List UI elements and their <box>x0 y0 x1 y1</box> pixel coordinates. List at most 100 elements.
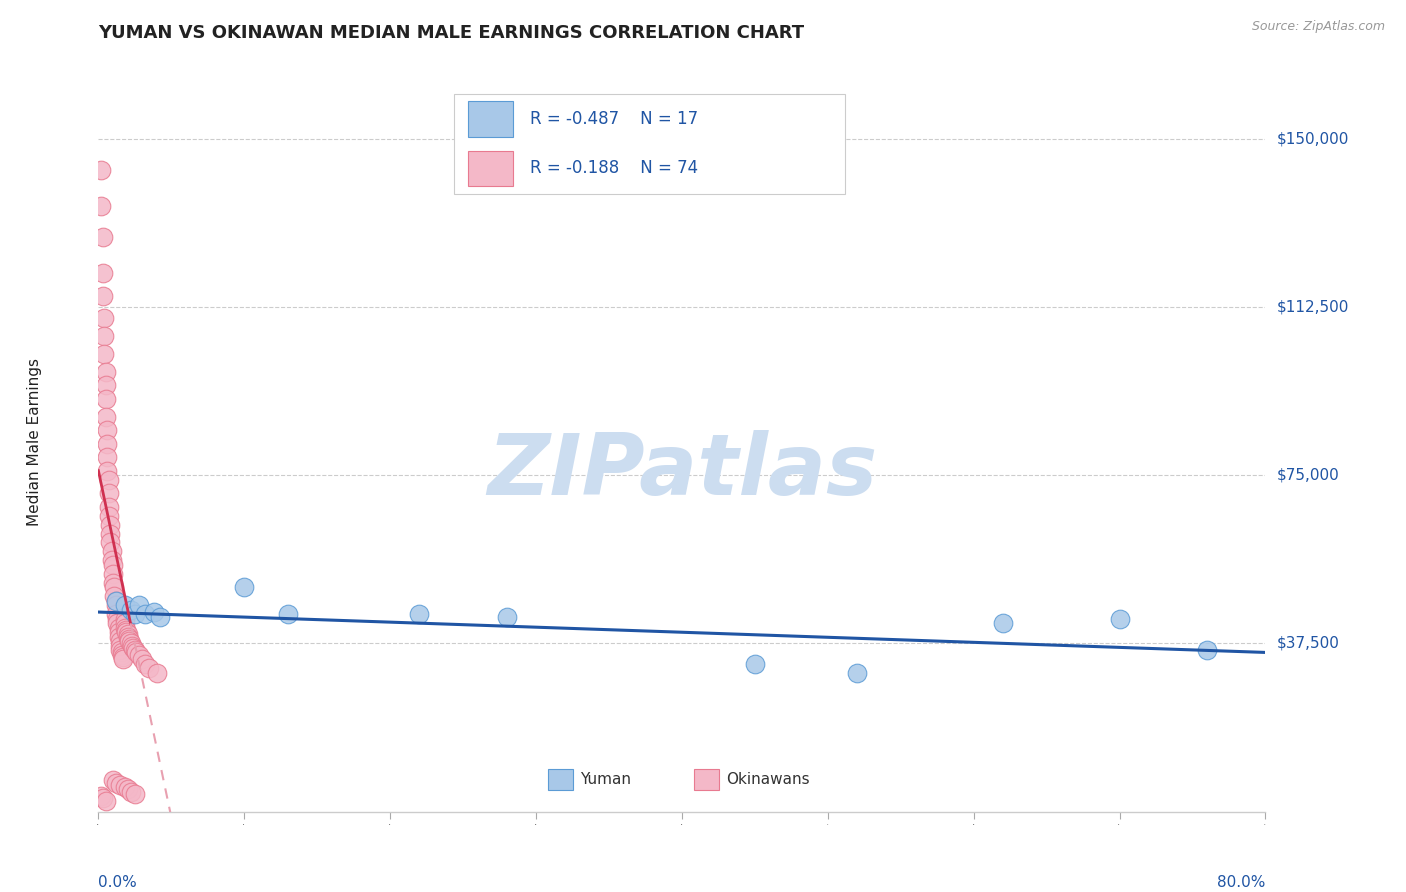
Point <box>115 625 138 640</box>
Point <box>124 787 146 801</box>
Point <box>118 634 141 648</box>
Text: Median Male Earnings: Median Male Earnings <box>27 358 42 525</box>
Point <box>124 607 146 622</box>
Point <box>96 437 118 451</box>
FancyBboxPatch shape <box>468 101 513 136</box>
Point <box>112 649 135 664</box>
Point <box>146 665 169 680</box>
Point <box>744 657 766 671</box>
Point <box>100 544 122 558</box>
Point <box>114 780 136 794</box>
Text: Source: ZipAtlas.com: Source: ZipAtlas.com <box>1251 20 1385 33</box>
Point <box>105 612 128 626</box>
Point <box>96 423 118 437</box>
Point <box>104 607 127 622</box>
Point <box>1195 643 1218 657</box>
Point <box>1108 612 1130 626</box>
Point <box>115 623 138 637</box>
Point <box>134 657 156 671</box>
Point <box>98 535 121 549</box>
Point <box>142 605 165 619</box>
Point <box>110 778 132 792</box>
Point <box>104 775 127 789</box>
Text: 0.0%: 0.0% <box>98 874 138 889</box>
Point <box>128 648 150 662</box>
Point <box>120 784 142 798</box>
Point <box>120 603 142 617</box>
Text: 80.0%: 80.0% <box>1218 874 1265 889</box>
Point <box>91 230 114 244</box>
Point <box>104 594 127 608</box>
Point <box>846 665 869 680</box>
Point <box>114 612 136 626</box>
Point <box>98 526 121 541</box>
Point <box>117 782 139 797</box>
Point <box>103 590 125 604</box>
Point <box>96 450 118 465</box>
Point <box>114 616 136 631</box>
Text: $112,500: $112,500 <box>1277 300 1350 314</box>
Point <box>114 621 136 635</box>
Point <box>233 580 256 594</box>
Text: $150,000: $150,000 <box>1277 131 1350 146</box>
Point <box>94 409 117 424</box>
Point <box>93 329 115 343</box>
Point <box>90 199 112 213</box>
Point <box>117 630 139 644</box>
Point <box>111 645 134 659</box>
Point <box>90 163 112 178</box>
Point <box>496 609 519 624</box>
Point <box>104 594 127 608</box>
Point <box>90 789 112 803</box>
Point <box>112 652 135 666</box>
Point <box>131 652 153 666</box>
FancyBboxPatch shape <box>454 94 845 194</box>
Point <box>101 575 124 590</box>
Point <box>104 599 127 613</box>
Point <box>94 392 117 406</box>
Point <box>97 486 120 500</box>
Point <box>101 558 124 572</box>
Text: $37,500: $37,500 <box>1277 636 1340 651</box>
Point <box>94 378 117 392</box>
Point <box>91 266 114 280</box>
Point <box>111 648 134 662</box>
Point <box>110 643 132 657</box>
FancyBboxPatch shape <box>548 769 574 789</box>
Point <box>120 636 142 650</box>
Point <box>100 553 122 567</box>
Text: Yuman: Yuman <box>581 772 631 787</box>
Point <box>134 607 156 622</box>
Point <box>125 645 148 659</box>
Point <box>97 508 120 523</box>
Point <box>117 627 139 641</box>
Point <box>110 639 132 653</box>
Point <box>94 365 117 379</box>
Point <box>96 464 118 478</box>
Point <box>93 311 115 326</box>
Text: ZIPatlas: ZIPatlas <box>486 430 877 513</box>
Point <box>101 773 124 788</box>
Text: R = -0.188    N = 74: R = -0.188 N = 74 <box>530 160 699 178</box>
Point <box>108 621 131 635</box>
Point <box>105 616 128 631</box>
FancyBboxPatch shape <box>468 151 513 186</box>
FancyBboxPatch shape <box>693 769 720 789</box>
Point <box>408 607 430 622</box>
Point <box>97 473 120 487</box>
Point <box>124 643 146 657</box>
Point <box>108 630 131 644</box>
Point <box>103 580 125 594</box>
Point <box>108 625 131 640</box>
Point <box>97 500 120 514</box>
Point <box>121 639 143 653</box>
Text: R = -0.487    N = 17: R = -0.487 N = 17 <box>530 110 699 128</box>
Point <box>991 616 1014 631</box>
Point <box>277 607 299 622</box>
Text: Okinawans: Okinawans <box>727 772 810 787</box>
Text: $75,000: $75,000 <box>1277 467 1340 483</box>
Point <box>149 609 172 624</box>
Point <box>93 347 115 361</box>
Point <box>128 599 150 613</box>
Text: YUMAN VS OKINAWAN MEDIAN MALE EARNINGS CORRELATION CHART: YUMAN VS OKINAWAN MEDIAN MALE EARNINGS C… <box>98 24 804 42</box>
